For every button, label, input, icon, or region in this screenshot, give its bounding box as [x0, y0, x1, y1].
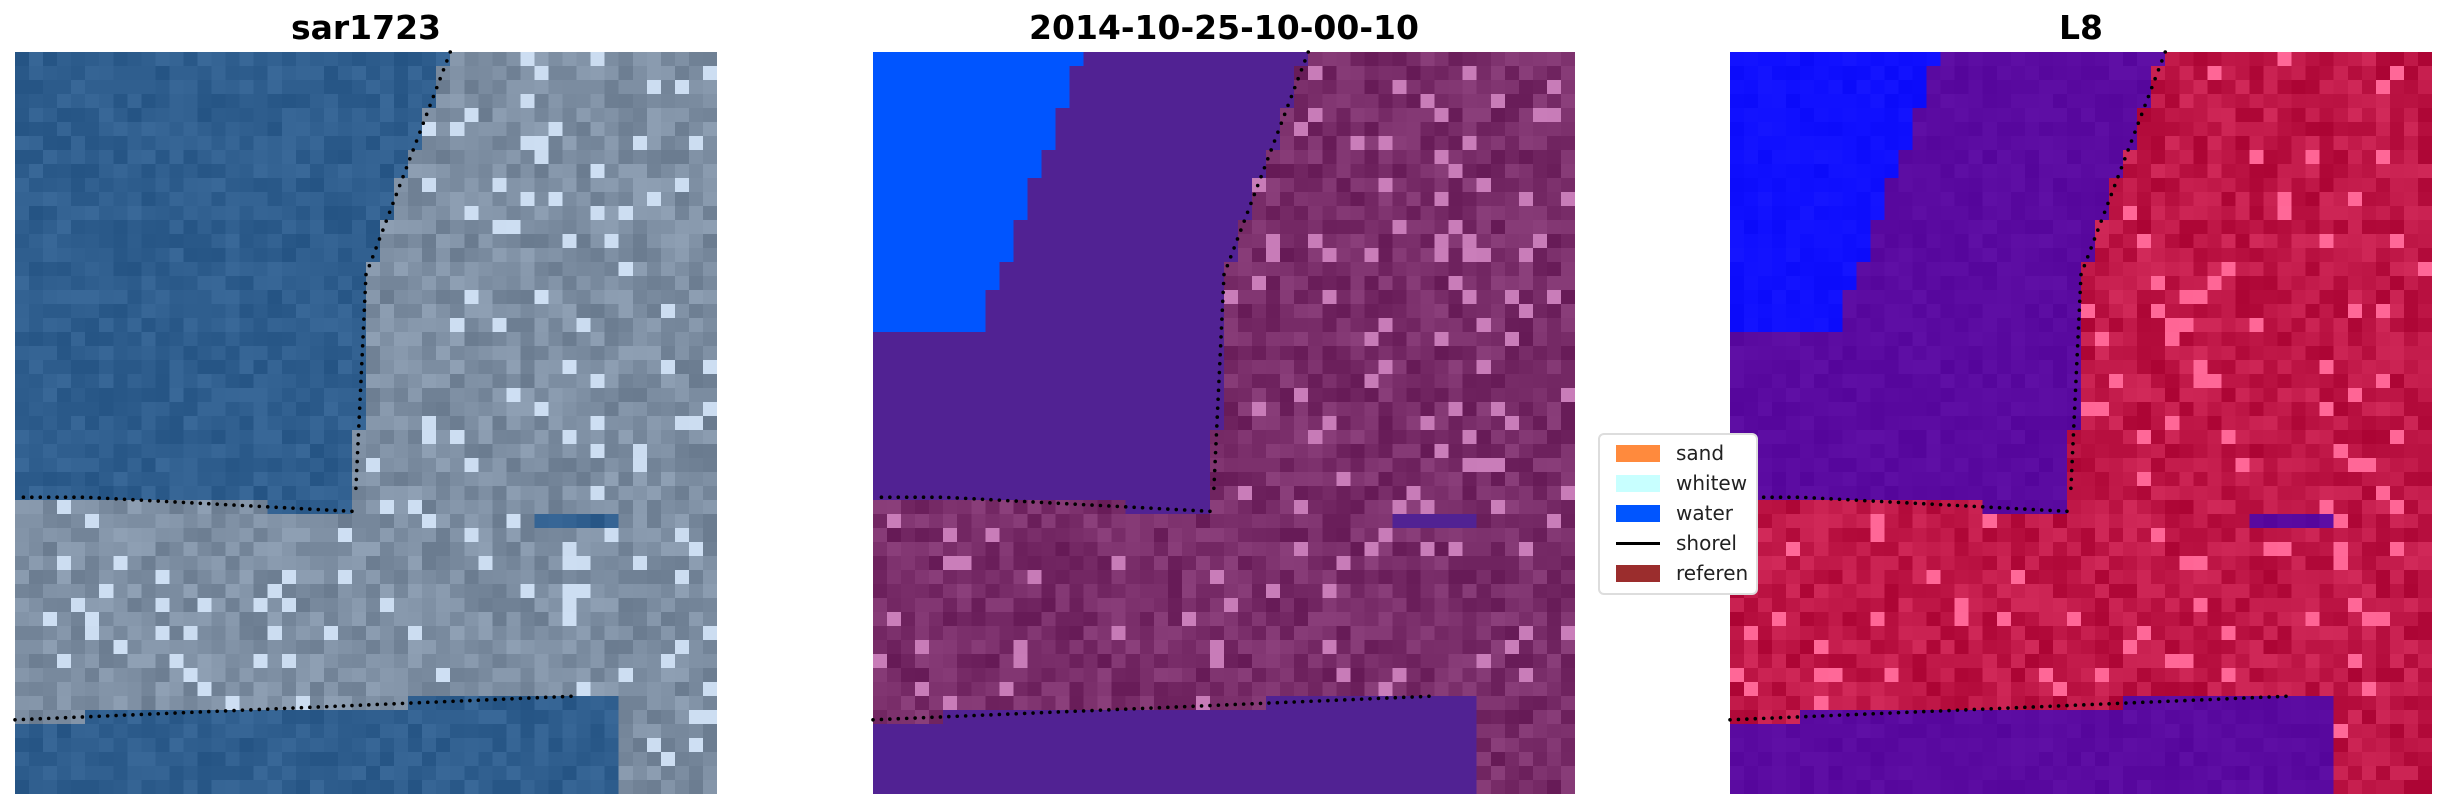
legend-swatch-reference	[1616, 564, 1660, 582]
panel-title-sar: sar1723	[290, 8, 442, 47]
legend-label-water: water	[1676, 501, 1733, 525]
panel-title-l8: L8	[2059, 8, 2103, 47]
legend-item-shoreline: shorel	[1616, 531, 1737, 555]
legend-swatch-water	[1616, 504, 1660, 522]
sar-image-panel	[15, 52, 717, 794]
legend-item-water: water	[1616, 501, 1733, 525]
legend-label-sand: sand	[1676, 441, 1725, 465]
panel-title-date: 2014-10-25-10-00-10	[1029, 8, 1419, 47]
legend-label-whitewater: whitew	[1676, 471, 1748, 495]
legend-item-sand: sand	[1616, 441, 1724, 465]
classified-image-panel	[873, 52, 1575, 794]
legend-line-shoreline	[1616, 541, 1660, 545]
legend-label-reference: referen	[1676, 561, 1749, 585]
legend-item-whitewater: whitew	[1616, 471, 1747, 495]
legend-item-reference: referen	[1616, 561, 1748, 585]
legend-swatch-sand	[1616, 444, 1660, 462]
legend-label-shoreline: shorel	[1676, 531, 1737, 555]
l8-image-panel	[1730, 52, 2432, 794]
legend: sand whitew water shorel referen	[1598, 433, 1758, 595]
legend-swatch-whitewater	[1616, 474, 1660, 492]
